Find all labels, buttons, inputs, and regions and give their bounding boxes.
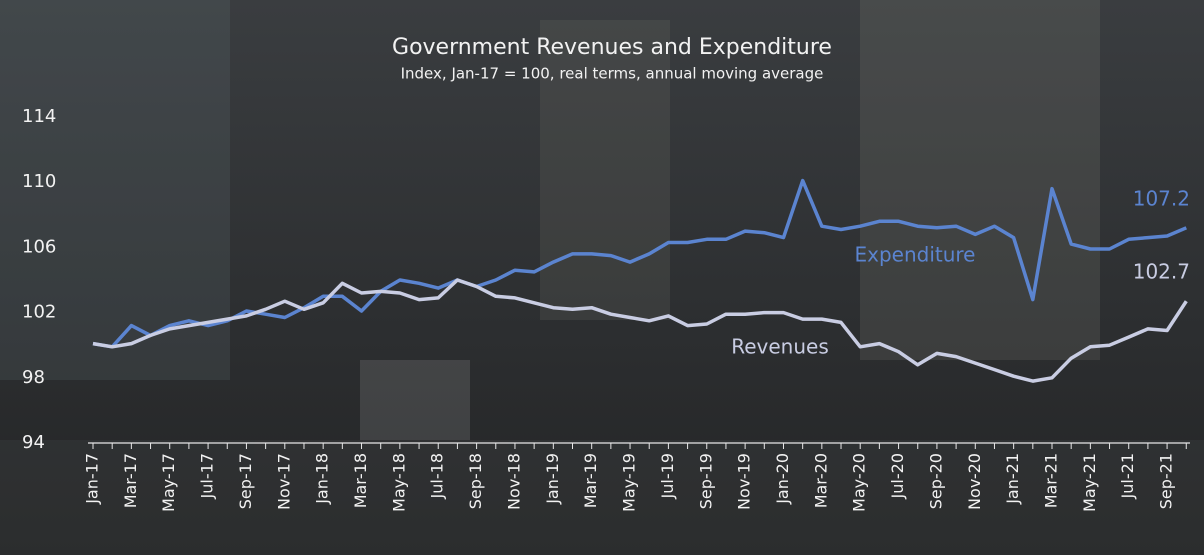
x-tick-label: May-19 — [620, 453, 639, 512]
x-tick-label: Mar-21 — [1042, 453, 1061, 508]
x-tick-label: Nov-18 — [504, 453, 523, 510]
x-tick-label: May-17 — [159, 453, 178, 512]
x-tick-label: Sep-18 — [466, 453, 485, 509]
chart-subtitle: Index, Jan-17 = 100, real terms, annual … — [401, 65, 824, 83]
x-tick-label: Nov-17 — [274, 453, 293, 510]
x-tick-label: Sep-19 — [696, 453, 715, 509]
x-tick-label: May-21 — [1080, 453, 1099, 512]
x-tick-label: Jan-20 — [773, 453, 792, 505]
y-tick-label: 114 — [22, 106, 56, 127]
x-tick-label: Mar-17 — [121, 453, 140, 508]
y-tick-label: 106 — [22, 236, 56, 257]
y-tick-label: 94 — [22, 432, 45, 453]
chart: Government Revenues and Expenditure Inde… — [0, 0, 1204, 555]
x-tick-label: Sep-17 — [236, 453, 255, 509]
chart-title: Government Revenues and Expenditure — [392, 35, 832, 60]
x-tick-label: Jan-21 — [1003, 453, 1022, 505]
x-tick-label: Jul-21 — [1118, 453, 1137, 499]
series-label: Revenues — [731, 335, 829, 359]
x-tick-label: Mar-18 — [351, 453, 370, 508]
end-value-label: 107.2 — [1133, 186, 1190, 210]
x-tick-label: Nov-20 — [965, 453, 984, 510]
x-tick-label: Jul-19 — [658, 453, 677, 499]
x-tick-label: Jan-18 — [313, 453, 332, 505]
y-tick-label: 102 — [22, 302, 56, 323]
y-tick-label: 98 — [22, 367, 45, 388]
x-tick-label: Mar-19 — [581, 453, 600, 508]
x-tick-label: Nov-19 — [735, 453, 754, 510]
y-tick-label: 110 — [22, 171, 56, 192]
x-tick-label: Jul-18 — [428, 453, 447, 499]
background-photo — [0, 0, 1204, 555]
x-tick-label: Sep-20 — [926, 453, 945, 509]
series-label: Expenditure — [854, 243, 975, 267]
x-tick-label: Jul-20 — [888, 453, 907, 499]
x-tick-label: Mar-20 — [811, 453, 830, 508]
x-tick-label: Jul-17 — [198, 453, 217, 499]
x-tick-label: May-20 — [850, 453, 869, 512]
x-tick-label: May-18 — [389, 453, 408, 512]
x-tick-label: Sep-21 — [1157, 453, 1176, 509]
x-tick-label: Jan-17 — [83, 453, 102, 505]
x-tick-label: Jan-19 — [543, 453, 562, 505]
end-value-label: 102.7 — [1133, 260, 1190, 284]
